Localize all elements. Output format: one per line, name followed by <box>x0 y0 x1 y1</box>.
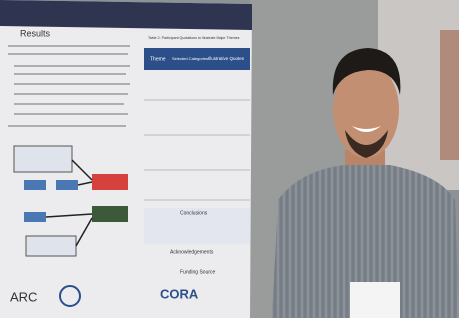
table-header-cell: Illustrative Quotes <box>208 56 245 61</box>
logo: CORA <box>160 286 199 301</box>
name-badge <box>350 282 400 318</box>
table-title: Table 2. Participant Quotations to Illus… <box>148 36 240 40</box>
flow-box <box>14 146 72 172</box>
flow-box <box>24 180 46 190</box>
table-header-cell: Selected Categories <box>172 56 208 61</box>
section-heading: Conclusions <box>180 210 208 216</box>
flow-box <box>92 206 128 222</box>
section-heading: Funding Source <box>180 269 216 275</box>
poster-heading: Results <box>20 28 51 38</box>
flow-box <box>92 174 128 190</box>
flow-box <box>24 212 46 222</box>
logo: ARC <box>10 289 37 304</box>
page: Results ARC Table 2. Participant Quotati… <box>0 0 459 318</box>
photo: Results ARC Table 2. Participant Quotati… <box>0 0 459 318</box>
flow-box <box>26 236 76 256</box>
flow-box <box>56 180 78 190</box>
side-poster-image <box>440 30 459 160</box>
table-header-cell: Theme <box>150 56 166 62</box>
section-heading: Acknowledgements <box>170 249 214 255</box>
poster-banner <box>0 0 252 30</box>
